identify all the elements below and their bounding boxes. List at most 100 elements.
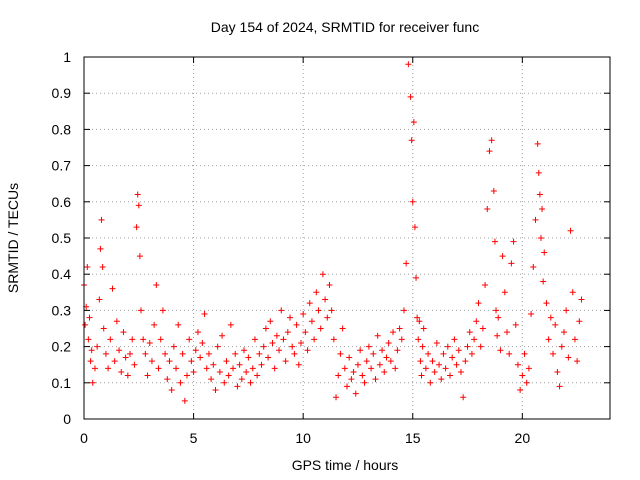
data-point [444, 343, 451, 350]
data-point [221, 379, 228, 386]
data-point [173, 365, 180, 372]
data-point [311, 336, 318, 343]
data-point [425, 350, 432, 357]
data-point [560, 329, 567, 336]
data-point [88, 347, 95, 354]
data-point [324, 314, 331, 321]
data-point [352, 390, 359, 397]
data-point [304, 347, 311, 354]
data-point [339, 325, 346, 332]
data-point [236, 361, 243, 368]
data-point [333, 394, 340, 401]
data-point [232, 350, 239, 357]
data-point [291, 350, 298, 357]
data-point [136, 253, 143, 260]
data-point [194, 329, 201, 336]
data-point [199, 339, 206, 346]
data-point [120, 329, 127, 336]
data-point [346, 354, 353, 361]
y-tick-label: 0.8 [52, 121, 72, 137]
data-point [230, 365, 237, 372]
data-point [328, 307, 335, 314]
data-point [219, 332, 226, 339]
data-point [451, 336, 458, 343]
data-point [521, 350, 528, 357]
data-point [447, 372, 454, 379]
data-point [111, 358, 118, 365]
data-point [85, 336, 92, 343]
data-point [440, 350, 447, 357]
data-point [234, 383, 241, 390]
data-point [214, 343, 221, 350]
data-point [98, 216, 105, 223]
data-point [392, 365, 399, 372]
data-point [427, 379, 434, 386]
data-point [135, 202, 142, 209]
data-point [438, 376, 445, 383]
data-point [258, 361, 265, 368]
data-point [477, 343, 484, 350]
data-point [415, 336, 422, 343]
data-point [240, 347, 247, 354]
data-point [535, 169, 542, 176]
data-point [113, 318, 120, 325]
data-point [144, 372, 151, 379]
data-point [475, 300, 482, 307]
data-point [578, 296, 585, 303]
data-point [89, 379, 96, 386]
data-point [186, 336, 193, 343]
data-point [284, 329, 291, 336]
data-point [466, 329, 473, 336]
data-point [414, 314, 421, 321]
data-point [188, 358, 195, 365]
data-points [81, 61, 585, 404]
data-point [536, 191, 543, 198]
data-point [260, 343, 267, 350]
data-point [273, 332, 280, 339]
data-point [300, 311, 307, 318]
data-point [313, 289, 320, 296]
data-point [302, 329, 309, 336]
data-point [315, 307, 322, 314]
axis-ticks [83, 56, 610, 420]
data-point [556, 383, 563, 390]
data-point [86, 314, 93, 321]
data-point [197, 354, 204, 361]
data-point [503, 329, 510, 336]
data-point [271, 365, 278, 372]
data-point [282, 358, 289, 365]
data-point [376, 361, 383, 368]
data-point [471, 336, 478, 343]
data-point [372, 376, 379, 383]
data-point [400, 307, 407, 314]
data-point [405, 61, 412, 68]
data-point [168, 387, 175, 394]
data-point [540, 278, 547, 285]
data-point [552, 321, 559, 328]
data-point [201, 311, 208, 318]
data-point [184, 372, 191, 379]
x-tick-label: 20 [515, 430, 531, 446]
x-tick-label: 0 [80, 430, 88, 446]
data-point [225, 372, 232, 379]
data-point [287, 314, 294, 321]
data-point [238, 376, 245, 383]
data-point [249, 365, 256, 372]
y-tick-label: 0.2 [52, 339, 72, 355]
data-point [433, 339, 440, 346]
data-point [482, 282, 489, 289]
data-point [468, 350, 475, 357]
y-tick-label: 0.6 [52, 194, 72, 210]
data-point [192, 347, 199, 354]
data-point [344, 383, 350, 390]
data-point [157, 336, 164, 343]
data-point [523, 379, 530, 386]
data-point [293, 321, 300, 328]
data-point [164, 376, 171, 383]
data-point [97, 245, 104, 252]
data-point [550, 350, 557, 357]
data-point [407, 93, 414, 100]
data-point [127, 350, 134, 357]
data-point [162, 350, 169, 357]
data-point [308, 318, 315, 325]
